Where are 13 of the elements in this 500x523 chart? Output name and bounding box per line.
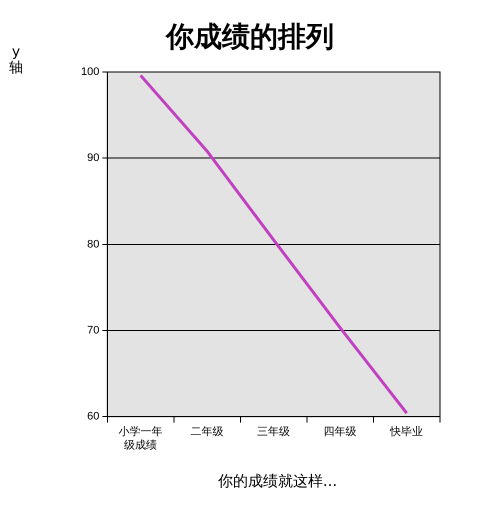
chart-title: 你成绩的排列 (166, 20, 334, 53)
y-axis-title: y轴 (8, 44, 24, 76)
x-tick-label: 三年级 (257, 426, 290, 438)
y-tick-label: 100 (80, 66, 100, 78)
x-tick-label: 快毕业 (389, 425, 424, 438)
y-tick-label: 90 (87, 152, 100, 164)
x-tick-label: 四年级 (324, 426, 357, 438)
y-tick-label: 60 (87, 410, 100, 423)
x-tick-label: 二年级 (190, 426, 224, 438)
x-tick-label: 小学一年级成绩 (118, 425, 163, 452)
x-axis-title: 你的成绩就这样... (216, 472, 338, 491)
y-tick-label: 70 (87, 324, 100, 336)
y-tick-label: 80 (87, 238, 100, 250)
